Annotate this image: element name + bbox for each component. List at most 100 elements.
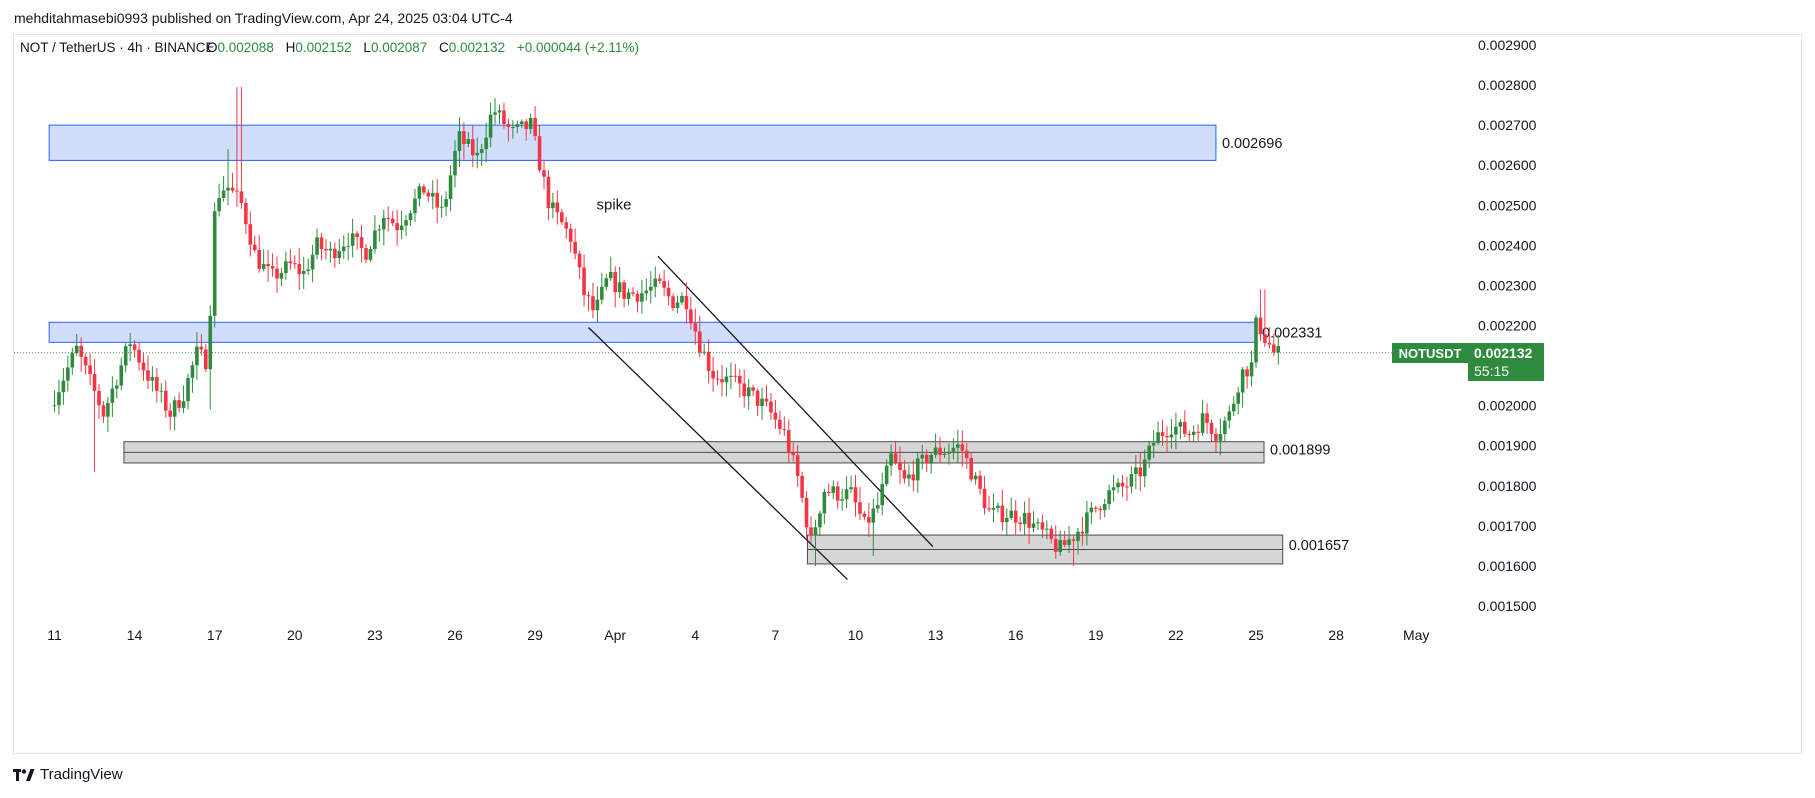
- candle-body: [853, 487, 858, 503]
- candle-body: [346, 245, 350, 247]
- candle-body: [947, 451, 951, 454]
- candle-body: [1205, 413, 1209, 423]
- candle-body: [119, 365, 124, 386]
- candle-body: [1000, 505, 1005, 523]
- candle-body: [462, 131, 466, 145]
- candle-body: [1049, 528, 1054, 539]
- candle-body: [177, 400, 181, 408]
- legend-high-label: H: [286, 40, 296, 55]
- candle-body: [533, 117, 537, 137]
- candle-body: [270, 266, 275, 269]
- candle-body: [617, 282, 622, 293]
- candle-body: [604, 278, 609, 287]
- candle-body: [1191, 431, 1196, 435]
- candle-body: [551, 202, 555, 209]
- candle-body: [657, 278, 662, 282]
- candle-body: [964, 450, 969, 458]
- candle-body: [760, 398, 764, 406]
- candle-body: [626, 292, 631, 299]
- candle-body: [1102, 503, 1107, 511]
- candle-body: [1036, 522, 1040, 524]
- candle-body: [333, 248, 337, 259]
- channel-lower-line[interactable]: [588, 327, 848, 581]
- resistance-zone-upper[interactable]: [48, 124, 1217, 161]
- candle-body: [1129, 474, 1134, 487]
- candle-body: [1107, 490, 1111, 504]
- candle-body: [680, 295, 684, 303]
- candle-body: [439, 206, 444, 208]
- candle-body: [733, 375, 738, 377]
- tradingview-logo-icon: [13, 768, 35, 781]
- candle-body: [1027, 512, 1031, 528]
- candle-body: [675, 302, 680, 309]
- resistance-zone-mid[interactable]: [48, 321, 1257, 343]
- candlestick-chart[interactable]: 0.002696 0.002331 0.001899 0.001657 spike 0…: [14, 35, 1801, 753]
- candle-body: [1245, 369, 1249, 377]
- candle-body: [831, 486, 836, 493]
- candle-body: [640, 293, 644, 302]
- x-axis-tick-label: 26: [447, 627, 463, 643]
- legend-low-value: 0.002087: [371, 40, 427, 55]
- candle-body: [70, 353, 75, 368]
- candle-body: [835, 486, 840, 501]
- candle-body: [239, 191, 244, 203]
- candle-body: [1120, 482, 1125, 487]
- candle-body: [902, 470, 907, 479]
- footer-branding[interactable]: TradingView: [13, 766, 123, 783]
- y-axis-tick-label: 0.002500: [1478, 197, 1537, 213]
- candle-body: [484, 137, 488, 150]
- candle-body: [57, 392, 61, 406]
- candle-body: [52, 405, 57, 407]
- candle-body: [1178, 421, 1183, 427]
- candle-body: [128, 344, 132, 347]
- candle-body: [1089, 507, 1094, 513]
- candle-body: [764, 398, 769, 402]
- candle-body: [297, 264, 302, 275]
- candle-body: [591, 296, 595, 311]
- chart-pane[interactable]: 0.002696 0.002331 0.001899 0.001657 spike 0…: [13, 34, 1802, 754]
- candle-body: [791, 452, 795, 456]
- candle-body: [235, 190, 239, 192]
- candle-body: [1200, 413, 1205, 433]
- last-price-badge: NOTUSDT 0.002132 55:15: [1392, 343, 1544, 381]
- candle-body: [141, 362, 146, 371]
- y-axis-tick-label: 0.002400: [1478, 237, 1537, 253]
- candle-body: [195, 346, 199, 366]
- candle-body: [390, 218, 395, 224]
- candle-body: [600, 286, 604, 300]
- candle-body: [996, 505, 1000, 508]
- candle-body: [893, 453, 898, 463]
- candle-body: [1045, 528, 1049, 530]
- candle-body: [542, 170, 546, 177]
- candle-body: [1005, 517, 1009, 523]
- candle-body: [528, 117, 533, 129]
- candle-body: [960, 444, 965, 451]
- candle-body: [982, 488, 987, 509]
- candle-body: [809, 527, 813, 536]
- candle-body: [1098, 508, 1103, 511]
- candle-body: [555, 202, 560, 213]
- candle-body: [172, 400, 177, 417]
- candle-body: [471, 139, 475, 156]
- channel-upper-line[interactable]: [657, 255, 934, 548]
- candle-body: [916, 458, 920, 481]
- candle-body: [1263, 334, 1267, 343]
- candle-body: [186, 377, 190, 402]
- candle-body: [101, 405, 106, 417]
- candle-body: [973, 475, 978, 480]
- candle-body: [595, 299, 600, 311]
- candle-body: [1227, 411, 1232, 421]
- candle-body: [515, 124, 520, 127]
- y-axis-tick-label: 0.001900: [1478, 438, 1537, 454]
- candle-body: [110, 388, 115, 403]
- candle-body: [502, 110, 506, 125]
- candle-body: [386, 217, 391, 219]
- candle-body: [83, 356, 88, 366]
- candle-body: [849, 487, 853, 490]
- candle-body: [1134, 467, 1138, 475]
- candle-body: [800, 475, 804, 498]
- candle-body: [1013, 510, 1018, 523]
- candle-body: [399, 225, 404, 231]
- candle-body: [978, 475, 982, 489]
- legend-change-value: +0.000044 (+2.11%): [517, 40, 639, 55]
